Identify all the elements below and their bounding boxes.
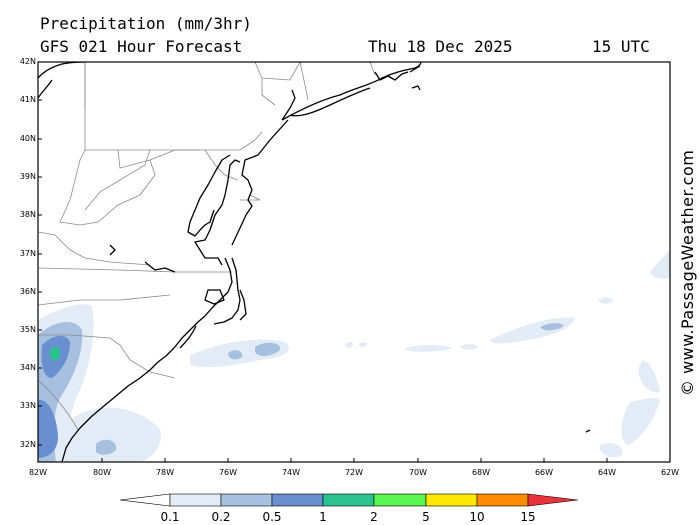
lat-label-40n: 40N [19, 134, 36, 143]
precip-area-ne [650, 250, 670, 279]
lon-label-68w: 68W [471, 468, 491, 477]
lat-label-33n: 33N [19, 401, 36, 410]
colorbar-seg-0 [119, 493, 171, 507]
map-frame [37, 61, 671, 463]
colorbar-label-1: 0.2 [211, 510, 231, 524]
lat-label-32n: 32N [19, 440, 36, 449]
lat-label-41n: 41N [19, 95, 36, 104]
colorbar-label-2: 0.5 [262, 510, 282, 524]
precip-band-east3 [490, 317, 575, 344]
lon-label-70w: 70W [408, 468, 428, 477]
precip-area-s [38, 399, 58, 458]
precip-cell-small2 [359, 342, 367, 348]
state-borders [38, 62, 376, 431]
lat-label-37n: 37N [19, 249, 36, 258]
colorbar-seg-3 [271, 493, 324, 507]
precip-band-hatteras-core2 [255, 342, 281, 356]
colorbar-label-3: 1 [319, 510, 327, 524]
lat-label-34n: 34N [19, 363, 36, 372]
map-subtitle: GFS 021 Hour Forecast [40, 37, 243, 56]
colorbar [119, 493, 579, 507]
coastline [38, 62, 591, 462]
colorbar-seg-1 [169, 493, 222, 507]
precip-area-sw-peak [50, 347, 61, 361]
lon-label-66w: 66W [534, 468, 554, 477]
precip-area-south-core [96, 439, 117, 455]
map-title: Precipitation (mm/3hr) [40, 14, 252, 33]
precip-band-hatteras-core [228, 350, 243, 360]
precip-area-se [621, 397, 660, 445]
lat-label-39n: 39N [19, 172, 36, 181]
watermark: © www.PassageWeather.com [678, 149, 697, 396]
forecast-time: 15 UTC [592, 37, 650, 56]
colorbar-seg-7 [476, 493, 529, 507]
precip-area-se3 [600, 443, 623, 458]
colorbar-label-7: 15 [520, 510, 536, 524]
lon-label-82w: 82W [28, 468, 48, 477]
precip-area-se2 [638, 360, 660, 393]
colorbar-seg-4 [322, 493, 375, 507]
precip-area-south [60, 407, 161, 462]
tick-marks [38, 61, 608, 462]
colorbar-seg-5 [373, 493, 427, 507]
colorbar-label-0: 0.1 [160, 510, 180, 524]
lat-label-35n: 35N [19, 325, 36, 334]
lon-label-76w: 76W [218, 468, 238, 477]
colorbar-seg-8 [527, 493, 579, 507]
precip-areas [38, 250, 670, 462]
precip-band-east [405, 345, 452, 352]
colorbar-label-4: 2 [370, 510, 378, 524]
colorbar-seg-6 [425, 493, 478, 507]
forecast-date: Thu 18 Dec 2025 [368, 37, 513, 56]
lat-label-36n: 36N [19, 287, 36, 296]
lon-label-74w: 74W [281, 468, 301, 477]
lon-label-78w: 78W [155, 468, 175, 477]
lat-label-42n: 42N [19, 57, 36, 66]
lon-label-64w: 64W [597, 468, 617, 477]
colorbar-seg-2 [220, 493, 273, 507]
lon-label-62w: 62W [660, 468, 680, 477]
lon-label-72w: 72W [344, 468, 364, 477]
lon-label-80w: 80W [92, 468, 112, 477]
colorbar-label-5: 5 [422, 510, 430, 524]
precip-band-east3-core [540, 323, 564, 331]
lat-label-38n: 38N [19, 210, 36, 219]
precip-cell-small1 [345, 341, 354, 348]
colorbar-label-6: 10 [469, 510, 485, 524]
precip-band-east2 [460, 344, 478, 350]
precip-cell-small3 [598, 297, 613, 304]
